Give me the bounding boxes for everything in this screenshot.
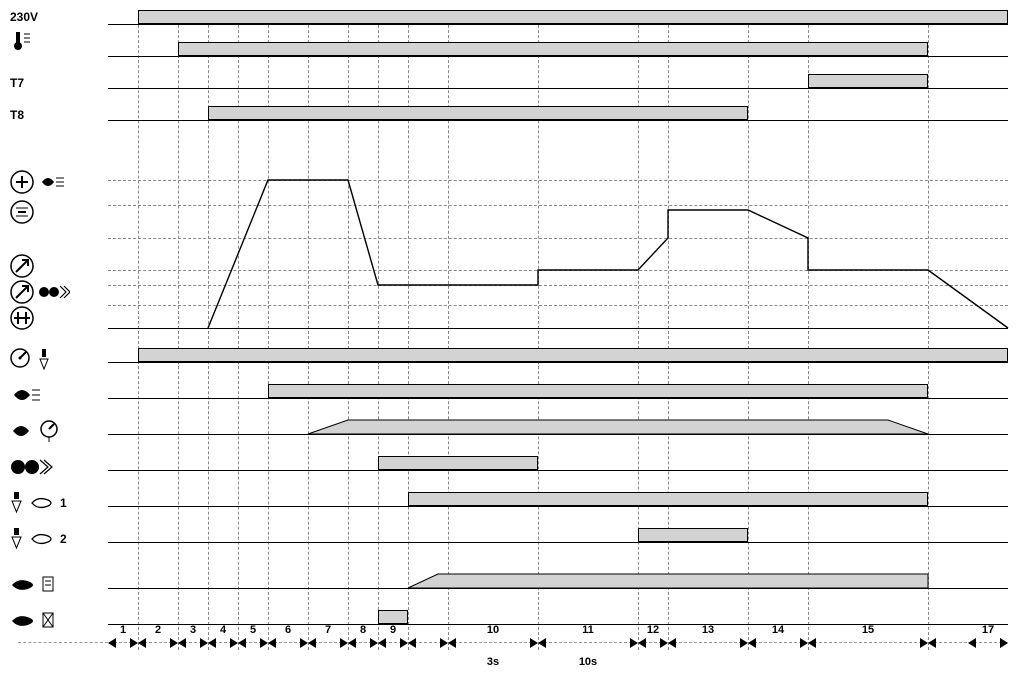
damper2-icon xyxy=(10,200,100,224)
phase-number: 9 xyxy=(383,624,403,636)
label-t8: T8 xyxy=(10,108,100,122)
fan-meter-icon xyxy=(10,420,100,442)
phase-arrow xyxy=(808,638,928,650)
valve-flame-2-icon: 2 xyxy=(10,528,100,550)
analog-trace xyxy=(108,10,1008,650)
phase-arrow xyxy=(378,638,408,650)
phase-arrow xyxy=(238,638,268,650)
flame-box-icon xyxy=(10,574,100,596)
flame1-num: 1 xyxy=(60,496,67,510)
phase-number: 2 xyxy=(148,624,168,636)
flame2-num: 2 xyxy=(60,532,67,546)
phase-number: 6 xyxy=(278,624,298,636)
phase-number: 14 xyxy=(768,624,788,636)
thermometer-icon xyxy=(10,30,100,52)
flame-box2-icon xyxy=(10,610,100,632)
phase-number: 17 xyxy=(978,624,998,636)
phase-number: 15 xyxy=(858,624,878,636)
text-t7: T7 xyxy=(10,76,24,90)
phase-number: 3 xyxy=(183,624,203,636)
damper-fan-icon xyxy=(10,170,100,194)
phase-duration: 3s xyxy=(473,656,513,668)
phase-arrow xyxy=(178,638,208,650)
phase-arrow xyxy=(408,638,448,650)
phase-number: 13 xyxy=(698,624,718,636)
phase-number: 4 xyxy=(213,624,233,636)
phase-arrow xyxy=(108,638,138,650)
plot-area: 123456789101112131415173s10s xyxy=(108,10,1008,650)
meter-box-icon xyxy=(10,348,100,372)
arrow-ne-icon xyxy=(10,254,100,278)
phase-number: 7 xyxy=(318,624,338,636)
arrow-h-icon xyxy=(10,306,100,330)
label-230v: 230V xyxy=(10,10,100,24)
phase-number: 10 xyxy=(483,624,503,636)
phase-arrow xyxy=(268,638,308,650)
phase-arrow xyxy=(968,638,1008,650)
valve-flame-1-icon: 1 xyxy=(10,492,100,514)
phase-arrow xyxy=(348,638,378,650)
phase-number: 11 xyxy=(578,624,598,636)
text-230v: 230V xyxy=(10,10,38,24)
phase-arrow xyxy=(448,638,538,650)
phase-number: 12 xyxy=(643,624,663,636)
phase-arrow xyxy=(208,638,238,650)
phase-arrow xyxy=(638,638,668,650)
phase-number: 1 xyxy=(113,624,133,636)
spark-icon xyxy=(10,456,100,478)
arrow-ne-spark-icon xyxy=(10,280,100,304)
phase-arrow xyxy=(138,638,178,650)
phase-duration: 10s xyxy=(568,656,608,668)
text-t8: T8 xyxy=(10,108,24,122)
label-t7: T7 xyxy=(10,76,100,90)
phase-arrow xyxy=(748,638,808,650)
phase-arrow xyxy=(308,638,348,650)
timing-diagram: 230V T7 T8 1 xyxy=(10,10,1014,663)
phase-arrow xyxy=(538,638,638,650)
fan-arrow-icon xyxy=(10,384,100,406)
phase-arrow xyxy=(668,638,748,650)
phase-number: 8 xyxy=(353,624,373,636)
phase-number: 5 xyxy=(243,624,263,636)
